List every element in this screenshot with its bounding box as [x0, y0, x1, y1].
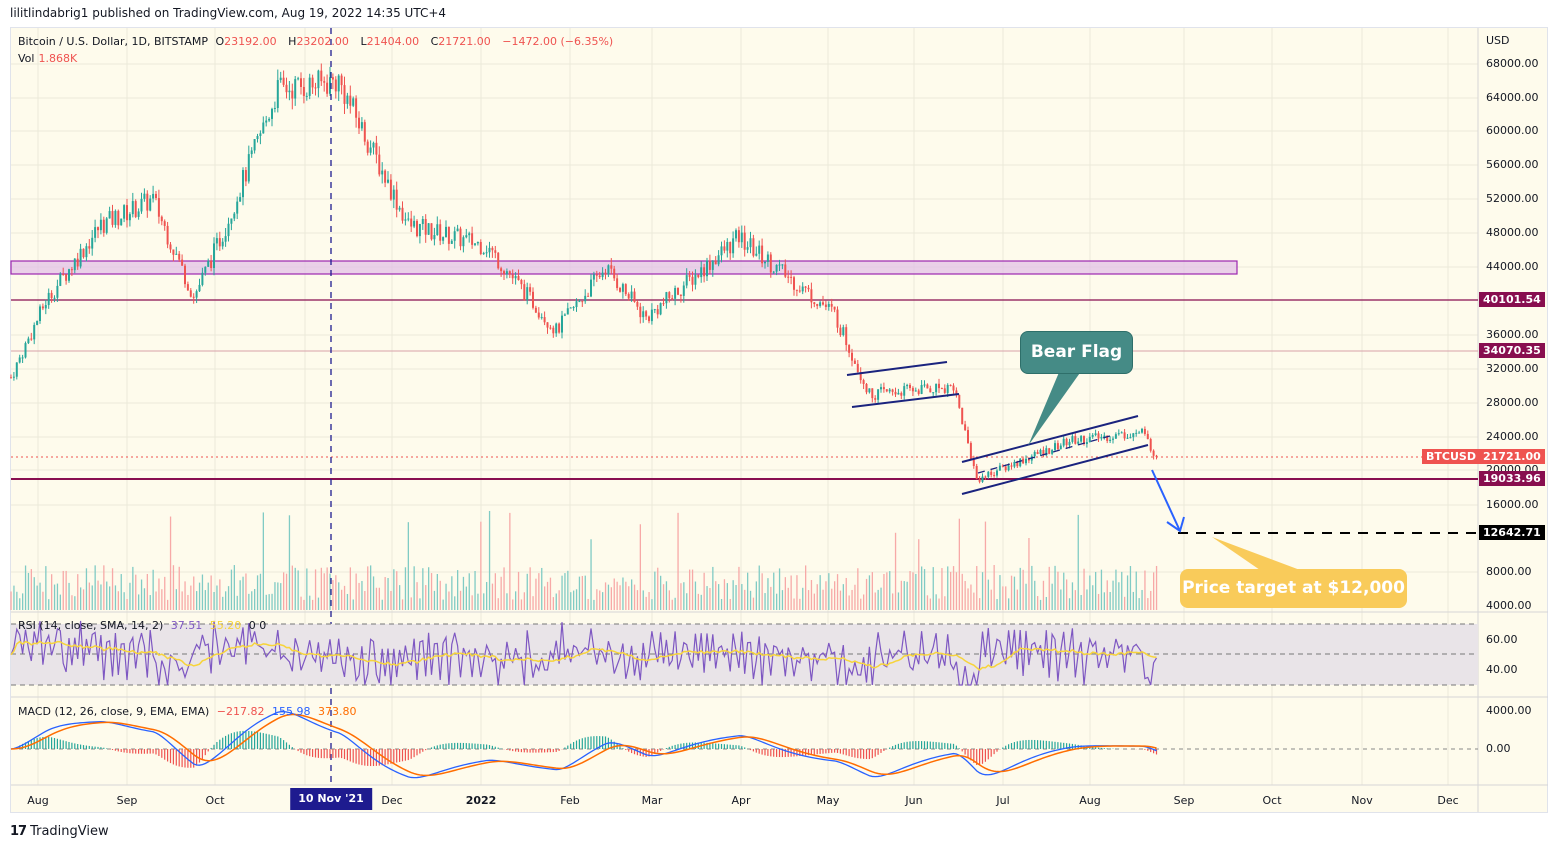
volume-value: 1.868K: [38, 52, 78, 65]
price-tick: 44000.00: [1486, 260, 1539, 273]
price-tick: 36000.00: [1486, 328, 1539, 341]
time-label: Sep: [1173, 794, 1195, 807]
price-tick: 4000.00: [1486, 599, 1532, 612]
price-tick: 56000.00: [1486, 158, 1539, 171]
last-price-tag: 21721.00: [1479, 449, 1545, 464]
flag-channel-1[interactable]: [846, 361, 960, 408]
open-value: 23192.00: [224, 35, 277, 48]
rsi-line: [10, 620, 1158, 686]
currency-label: USD: [1486, 34, 1510, 47]
resistance-zone[interactable]: [10, 260, 1238, 275]
time-label: Mar: [641, 794, 663, 807]
main-legend: Bitcoin / U.S. Dollar, 1D, BITSTAMP O231…: [18, 35, 614, 48]
time-label: Nov: [1351, 794, 1373, 807]
published-caption: lilitlindabrig1 published on TradingView…: [10, 6, 447, 20]
price-tick: 48000.00: [1486, 226, 1539, 239]
price-tag-19033: 19033.96: [1479, 471, 1545, 486]
time-label: Dec: [1437, 794, 1459, 807]
time-label: Jul: [996, 794, 1010, 807]
symbol-title: Bitcoin / U.S. Dollar, 1D, BITSTAMP: [18, 35, 208, 48]
crosshair-time-label: 10 Nov '21: [290, 788, 372, 810]
price-tick: 28000.00: [1486, 396, 1539, 409]
macd-signal-line: [10, 713, 1157, 777]
time-label: Sep: [116, 794, 138, 807]
price-target-pointer: [1212, 537, 1300, 570]
macd-tick: 4000.00: [1486, 704, 1532, 717]
price-tag-34070: 34070.35: [1479, 343, 1545, 358]
price-tag-12642: 12642.71: [1479, 525, 1545, 540]
time-label: Apr: [731, 794, 751, 807]
rsi-sma-line: [10, 640, 1157, 671]
price-tick: 68000.00: [1486, 57, 1539, 70]
price-tick: 24000.00: [1486, 430, 1539, 443]
price-tag-40101: 40101.54: [1479, 292, 1545, 307]
macd-hist-value: −217.82: [216, 705, 265, 718]
time-label: Oct: [205, 794, 225, 807]
price-tick: 60000.00: [1486, 124, 1539, 137]
flag-channel-2[interactable]: [961, 415, 1149, 495]
price-tick: 32000.00: [1486, 362, 1539, 375]
close-value: 21721.00: [438, 35, 491, 48]
high-value: 23202.00: [296, 35, 349, 48]
rsi-legend: RSI (14, close, SMA, 14, 2) 37.51 55.20 …: [18, 619, 267, 632]
bear-flag-callout[interactable]: Bear Flag: [1020, 331, 1133, 374]
rsi-tick: 40.00: [1486, 663, 1518, 676]
down-arrow-icon[interactable]: [1151, 469, 1185, 533]
volume-legend: Vol 1.868K: [18, 52, 78, 65]
tv-logo-icon: 17: [10, 824, 27, 839]
volume-bars: [10, 510, 1158, 610]
time-label-year: 2022: [465, 794, 497, 807]
candlesticks: [10, 63, 1158, 484]
price-tick: 8000.00: [1486, 565, 1532, 578]
time-label: Dec: [381, 794, 403, 807]
macd-signal-value: 373.80: [318, 705, 357, 718]
time-label: May: [816, 794, 840, 807]
rsi-sma-value: 55.20: [209, 619, 242, 632]
macd-histogram: [13, 730, 1158, 768]
tradingview-logo[interactable]: 17 TradingView: [10, 824, 109, 839]
symbol-tag: BTCUSD: [1422, 449, 1480, 464]
rsi-value: 37.51: [170, 619, 203, 632]
time-label: Oct: [1262, 794, 1282, 807]
macd-line: [10, 710, 1157, 779]
bear-flag-pointer: [1028, 370, 1082, 446]
price-tick: 64000.00: [1486, 91, 1539, 104]
rsi-tick: 60.00: [1486, 633, 1518, 646]
low-value: 21404.00: [366, 35, 420, 48]
price-tick: 16000.00: [1486, 498, 1539, 511]
macd-legend: MACD (12, 26, close, 9, EMA, EMA) −217.8…: [18, 705, 357, 718]
price-target-callout[interactable]: Price target at $12,000: [1180, 569, 1407, 608]
time-label: Jun: [905, 794, 923, 807]
time-label: Feb: [560, 794, 580, 807]
time-label: Aug: [1079, 794, 1101, 807]
macd-value: 155.98: [272, 705, 311, 718]
price-tick: 52000.00: [1486, 192, 1539, 205]
macd-tick: 0.00: [1486, 742, 1511, 755]
change-value: −1472.00 (−6.35%): [502, 35, 614, 48]
time-label: Aug: [27, 794, 49, 807]
